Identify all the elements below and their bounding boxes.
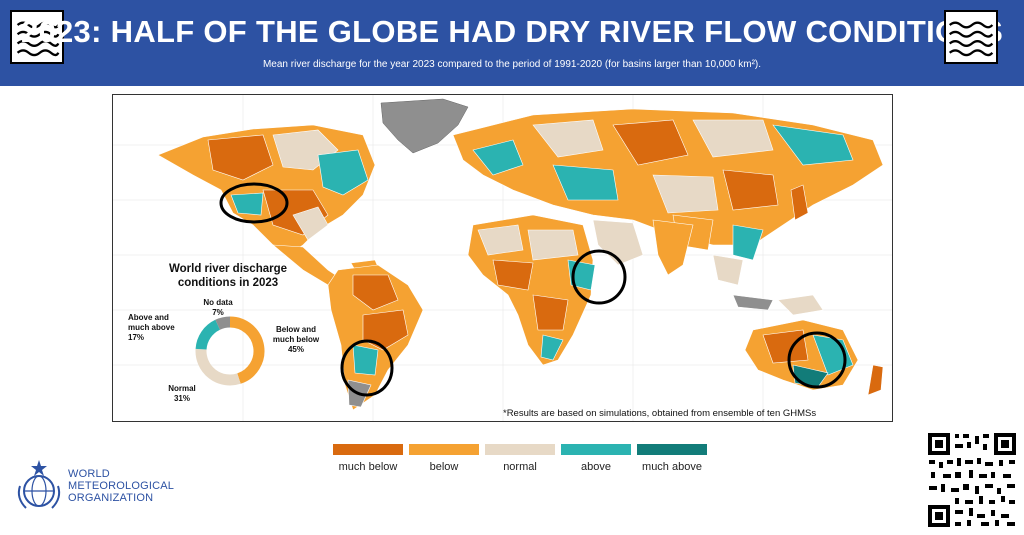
header-banner: 2023: HALF OF THE GLOBE HAD DRY RIVER FL…: [0, 0, 1024, 86]
donut-slice-below-much-below: [229, 316, 265, 384]
legend-label: below: [429, 461, 459, 473]
india: [652, 219, 694, 276]
map-footnote: *Results are based on simulations, obtai…: [503, 408, 817, 419]
eurasia: [452, 108, 884, 261]
legend-item-above: above: [561, 444, 631, 473]
donut-title: World river discharge conditions in 2023: [148, 262, 308, 290]
wmo-logo-icon: [17, 460, 61, 509]
water-waves-icon: [944, 10, 998, 64]
label-text: Normal: [168, 384, 196, 393]
legend-item-much-above: much above: [637, 444, 707, 473]
label-text: Below and: [275, 325, 316, 334]
world-map: [112, 94, 893, 422]
label-percent: 7%: [212, 308, 224, 317]
greenland: [380, 98, 469, 154]
label-text: No data: [203, 298, 233, 307]
label-text: Above and: [128, 313, 169, 322]
donut-title-line2: conditions in 2023: [177, 277, 279, 289]
africa: [467, 214, 596, 366]
label-percent: 17%: [128, 333, 145, 342]
donut-slice-above-much-above: [195, 319, 221, 350]
highlight-circles: [219, 182, 847, 397]
highlight-western-north-america: [219, 182, 289, 224]
legend-label: above: [581, 461, 611, 473]
legend-swatch: [333, 444, 403, 455]
donut-slice-no-data: [215, 316, 231, 330]
highlight-la-plata: [340, 339, 394, 397]
legend-swatch: [637, 444, 707, 455]
australia: [744, 319, 859, 391]
water-waves-icon: [10, 10, 64, 64]
qr-code-icon[interactable]: [925, 430, 1019, 530]
legend-swatch: [485, 444, 555, 455]
highlight-east-africa-horn: [571, 249, 627, 305]
legend-label: much above: [642, 461, 702, 473]
highlight-eastern-australia: [787, 331, 847, 389]
label-text: much below: [272, 335, 320, 344]
donut-title-line1: World river discharge: [168, 263, 288, 275]
legend-swatch: [561, 444, 631, 455]
legend-swatch: [409, 444, 479, 455]
donut-chart: [195, 316, 265, 386]
label-percent: 31%: [173, 394, 190, 403]
wmo-logo-text: WORLD METEOROLOGICAL ORGANIZATION: [68, 468, 174, 504]
southeast-asia: [712, 254, 824, 316]
legend-label: normal: [503, 461, 537, 473]
north-america: [157, 124, 379, 286]
page-title: 2023: HALF OF THE GLOBE HAD DRY RIVER FL…: [20, 14, 1004, 49]
label-text: much above: [128, 323, 175, 332]
page-subtitle: Mean river discharge for the year 2023 c…: [262, 59, 762, 70]
donut-label-normal: Normal 31%: [162, 384, 202, 404]
donut-label-above: Above and much above 17%: [128, 313, 198, 343]
new-zealand: [867, 364, 884, 396]
donut-slice-normal: [195, 348, 241, 386]
legend-item-much-below: much below: [333, 444, 403, 473]
donut-label-below: Below and much below 45%: [266, 325, 326, 355]
legend-item-below: below: [409, 444, 479, 473]
donut-label-no-data: No data 7%: [198, 298, 238, 318]
legend-label: much below: [338, 461, 398, 473]
world-map-svg: [113, 95, 892, 421]
logo-line: WORLD: [68, 468, 110, 480]
logo-line: METEOROLOGICAL: [68, 480, 175, 492]
label-percent: 45%: [287, 345, 304, 354]
legend-item-normal: normal: [485, 444, 555, 473]
arabia: [592, 219, 644, 266]
south-america: [327, 264, 424, 411]
logo-line: ORGANIZATION: [68, 492, 154, 504]
